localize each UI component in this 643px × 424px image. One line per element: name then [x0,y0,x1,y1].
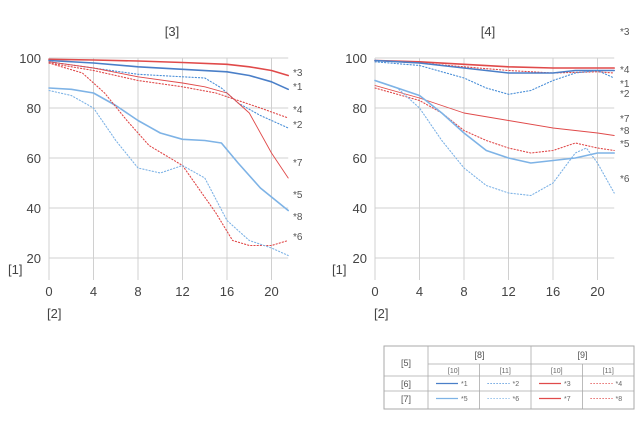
series-line-n8 [374,87,615,154]
series-line-n2 [374,61,615,95]
series-label: *8 [293,212,303,223]
series-line-n8 [48,62,289,247]
series-label: *3 [293,68,303,79]
series-line-n2 [48,61,289,129]
y-tick-label: 40 [27,201,41,216]
series-label: *5 [293,190,303,201]
legend-swatch-label: *7 [564,396,571,403]
series-line-n6 [374,79,615,197]
series-label: *7 [620,114,630,125]
series-line-n3 [48,58,290,77]
series-label: *5 [620,139,630,150]
y-axis-label: [1] [332,262,346,277]
x-axis-label: [2] [374,306,388,321]
y-tick-label: 20 [353,251,367,266]
series-line-n5 [374,79,616,164]
chart-title: [3] [165,24,179,39]
legend-swatch-label: *4 [616,381,623,388]
x-tick-label: 16 [220,284,234,299]
series-label: *6 [620,174,630,185]
series-line-n4 [48,62,289,119]
series-line-n6 [48,89,289,257]
x-tick-label: 4 [90,284,97,299]
legend-group-label: [9] [577,350,587,360]
y-tick-label: 60 [27,151,41,166]
series-line-n7 [374,85,615,136]
legend-swatch-label: *3 [564,381,571,388]
legend-swatch-label: *1 [461,381,468,388]
legend-table [383,345,635,410]
x-tick-label: 20 [264,284,278,299]
legend-row-label: [6] [401,379,411,389]
y-tick-label: 100 [19,51,41,66]
series-label: *7 [293,158,303,169]
series-label: *3 [620,27,630,38]
x-tick-label: 12 [175,284,189,299]
series-label: *1 [293,82,303,93]
legend-subhead-label: [11] [500,368,511,375]
y-tick-label: 100 [345,51,367,66]
legend-group-label: [8] [474,350,484,360]
series-label: *4 [293,105,303,116]
y-tick-label: 60 [353,151,367,166]
legend-subhead-label: [10] [551,368,563,375]
x-axis-label: [2] [47,306,61,321]
legend-subhead-label: [11] [603,368,614,375]
x-tick-label: 8 [134,284,141,299]
legend-subhead-label: [10] [448,368,460,375]
series-label: *2 [620,89,630,100]
chart-title: [4] [481,24,495,39]
legend-corner-label: [5] [401,358,411,368]
series-label: *2 [293,120,303,131]
x-tick-label: 20 [590,284,604,299]
series-label: *8 [620,126,630,137]
legend-swatch-label: *5 [461,396,468,403]
series-label: *1 [620,79,630,90]
x-tick-label: 0 [45,284,52,299]
x-tick-label: 4 [416,284,423,299]
series-line-n7 [48,61,289,179]
series-label: *6 [293,232,303,243]
x-tick-label: 0 [371,284,378,299]
series-line-n5 [48,87,290,212]
y-tick-label: 80 [353,101,367,116]
legend-swatch-label: *8 [616,396,623,403]
series-line-n1 [48,59,290,91]
legend-swatch-label: *6 [513,396,520,403]
legend-row-label: [7] [401,394,411,404]
x-tick-label: 8 [460,284,467,299]
series-label: *4 [620,65,630,76]
y-axis-label: [1] [8,262,22,277]
x-tick-label: 16 [546,284,560,299]
y-tick-label: 80 [27,101,41,116]
y-tick-label: 40 [353,201,367,216]
x-tick-label: 12 [501,284,515,299]
y-tick-label: 20 [27,251,41,266]
series-line-n3 [374,59,616,69]
legend-swatch-label: *2 [513,381,520,388]
